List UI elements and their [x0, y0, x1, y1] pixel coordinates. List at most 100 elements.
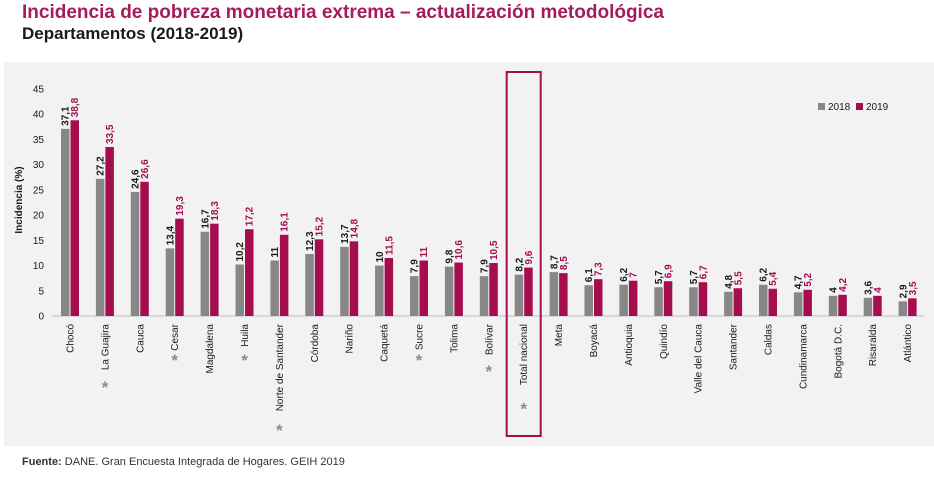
bar-2019 — [524, 267, 533, 316]
y-tick-label: 30 — [33, 160, 45, 171]
legend-swatch-2018 — [818, 103, 825, 110]
y-tick-label: 35 — [33, 135, 45, 146]
data-label-2018: 5,7 — [654, 270, 665, 284]
data-label-2019: 3,5 — [908, 281, 919, 295]
data-label-2018: 11 — [270, 247, 281, 258]
x-tick-label: Magdalena — [205, 324, 216, 374]
data-label-2019: 5,4 — [768, 271, 779, 285]
bar-2018 — [549, 272, 559, 316]
bar-2019 — [908, 298, 917, 316]
legend-label-2019: 2019 — [866, 102, 889, 113]
bar-2018 — [410, 276, 419, 316]
data-label-2018: 10,2 — [235, 242, 246, 262]
y-tick-label: 5 — [38, 286, 44, 297]
x-tick-label: Tolima — [449, 324, 460, 353]
bar-2019 — [279, 234, 289, 316]
x-tick-label: Cauca — [135, 324, 146, 353]
data-label-2018: 4 — [829, 287, 840, 293]
asterisk-marker: * — [276, 421, 283, 440]
data-label-2019: 14,8 — [349, 218, 360, 238]
x-tick-label: Quindío — [659, 324, 670, 359]
x-tick-label: Caquetá — [380, 324, 391, 362]
x-tick-label: Norte de Santander — [275, 323, 286, 411]
legend-swatch-2019 — [856, 103, 863, 110]
y-tick-label: 45 — [33, 85, 45, 96]
asterisk-marker: * — [102, 378, 109, 397]
data-label-2019: 9,6 — [524, 250, 535, 264]
data-label-2018: 16,7 — [200, 209, 211, 229]
data-label-2019: 33,5 — [105, 124, 116, 144]
bar-2019 — [210, 223, 219, 316]
x-tick-label: Huila — [240, 324, 251, 347]
data-label-2019: 11 — [419, 247, 430, 258]
bar-2019 — [594, 279, 603, 316]
x-tick-label: Boyacá — [589, 324, 600, 358]
x-tick-label: Meta — [554, 324, 565, 347]
data-label-2018: 24,6 — [131, 169, 142, 189]
x-tick-label: Cesar — [170, 323, 181, 350]
bar-2018 — [828, 295, 838, 316]
bar-2019 — [384, 257, 394, 316]
data-label-2019: 16,1 — [280, 212, 291, 232]
x-tick-label: Atlántico — [903, 324, 914, 363]
data-label-2019: 18,3 — [210, 201, 221, 221]
source-note: Fuente: DANE. Gran Encuesta Integrada de… — [22, 456, 345, 468]
bar-2018 — [165, 248, 175, 316]
data-label-2019: 26,6 — [140, 159, 151, 179]
bar-2018 — [340, 246, 349, 316]
data-label-2018: 37,1 — [61, 106, 72, 126]
bar-2019 — [105, 147, 114, 316]
bar-2019 — [698, 282, 708, 316]
asterisk-marker: * — [520, 400, 527, 419]
bar-2018 — [200, 231, 210, 316]
bar-2018 — [514, 274, 524, 316]
source-label: Fuente: — [22, 456, 62, 468]
bar-2019 — [454, 262, 463, 316]
bar-2018 — [724, 291, 733, 316]
legend-label-2018: 2018 — [828, 102, 851, 113]
bar-2018 — [759, 284, 768, 316]
chart-subtitle: Departamentos (2018-2019) — [22, 24, 244, 43]
bar-2019 — [559, 273, 568, 316]
plot-area: 0 5 10 15 20 25 30 35 40 45 37,138,8 Chocó 27,2 33,5 L… — [33, 71, 925, 440]
data-label-2018: 7,9 — [480, 259, 491, 273]
data-label-2018: 9,8 — [445, 249, 456, 263]
x-tick-label: Santander — [729, 323, 740, 370]
chart-panel — [4, 62, 934, 446]
data-label-2018: 4,8 — [724, 274, 735, 288]
bar-2018 — [584, 285, 593, 316]
data-label-2018: 12,3 — [305, 231, 316, 251]
bar-2018 — [305, 253, 314, 316]
x-tick-label: Nariño — [345, 324, 356, 354]
bar-2019 — [768, 288, 777, 316]
data-label-2018: 4,7 — [794, 275, 805, 289]
data-label-2018: 2,9 — [898, 284, 909, 298]
bar-2018 — [61, 128, 70, 316]
data-label-2019: 4,2 — [838, 277, 849, 291]
data-label-2018: 6,2 — [759, 267, 770, 281]
bar-2018 — [479, 276, 489, 316]
bar-2018 — [689, 287, 698, 316]
bar-2018 — [375, 265, 384, 316]
data-label-2018: 3,6 — [863, 281, 874, 295]
x-tick-label: Chocó — [66, 324, 77, 353]
bar-2018 — [444, 266, 454, 316]
data-label-2019: 7,3 — [594, 262, 605, 276]
chart-title: Incidencia de pobreza monetaria extrema … — [22, 2, 664, 23]
data-label-2018: 10 — [375, 251, 386, 263]
x-tick-label: La Guajira — [100, 324, 111, 371]
bar-2019 — [803, 289, 812, 316]
bar-2018 — [130, 191, 140, 316]
x-tick-label: Risaralda — [868, 324, 879, 367]
bar-2019 — [245, 229, 254, 316]
data-label-2018: 7,9 — [410, 259, 421, 273]
data-label-2019: 10,5 — [489, 240, 500, 260]
x-tick-label: Bolívar — [484, 323, 495, 355]
bar-2019 — [175, 218, 184, 316]
y-axis-label: Incidencia (%) — [14, 166, 25, 233]
bar-2018 — [270, 260, 279, 316]
data-label-2019: 11,5 — [384, 236, 395, 255]
highlight-box — [505, 71, 542, 437]
data-label-2018: 8,7 — [549, 255, 560, 269]
x-tick-label: Sucre — [415, 324, 426, 351]
